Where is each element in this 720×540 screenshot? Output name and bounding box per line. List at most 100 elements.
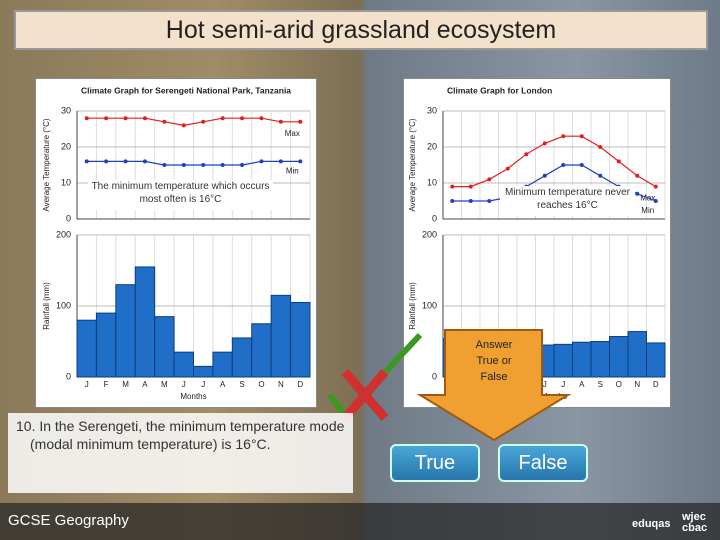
point <box>598 173 603 178</box>
y-tick-label: 20 <box>427 141 437 151</box>
y-axis-label: Average Temperature (°C) <box>408 118 417 212</box>
point <box>240 116 245 121</box>
bar <box>134 266 156 378</box>
y-tick-label: 200 <box>422 229 437 239</box>
point <box>104 116 109 121</box>
logo: eduqas <box>632 518 671 530</box>
bar <box>590 341 610 378</box>
x-tick-label: S <box>239 380 244 389</box>
bar <box>290 301 311 378</box>
chart-title: Climate Graph for London <box>447 85 552 95</box>
y-tick-label: 20 <box>61 141 71 151</box>
point <box>278 119 283 124</box>
x-tick-label: S <box>598 380 603 389</box>
bar <box>173 351 194 378</box>
point <box>84 159 89 164</box>
footer-text: GCSE Geography <box>8 512 129 529</box>
bar <box>627 331 647 378</box>
y-axis-label: Rainfall (mm) <box>42 282 51 330</box>
y-tick-label: 10 <box>61 177 71 187</box>
point <box>162 119 167 124</box>
x-tick-label: J <box>561 380 565 389</box>
callout: Minimum temperature never reaches 16°C <box>500 186 635 216</box>
bar <box>115 284 136 378</box>
point <box>181 163 186 167</box>
footer-bar <box>0 503 720 540</box>
false-button[interactable]: False <box>498 444 588 482</box>
point <box>240 163 245 167</box>
point <box>201 163 206 167</box>
x-tick-label: M <box>122 380 129 389</box>
y-axis-label: Rainfall (mm) <box>408 282 417 330</box>
bar <box>270 294 292 378</box>
y-axis-label: Average Temperature (°C) <box>42 118 51 212</box>
y-tick-label: 0 <box>66 213 71 223</box>
x-tick-label: F <box>104 380 109 389</box>
point <box>468 199 473 203</box>
line <box>86 117 301 127</box>
chart-title: Climate Graph for Serengeti National Par… <box>81 85 291 95</box>
point <box>561 134 566 139</box>
point <box>635 191 640 196</box>
point <box>598 145 603 149</box>
point <box>298 119 303 124</box>
true-button[interactable]: True <box>390 444 480 482</box>
question: 10. In the Serengeti, the minimum temper… <box>8 413 353 493</box>
x-tick-label: A <box>579 380 585 389</box>
point <box>542 141 547 146</box>
point <box>542 173 547 178</box>
point <box>259 116 264 121</box>
slide-title: Hot semi-arid grassland ecosystem <box>14 10 708 50</box>
y-tick-label: 0 <box>432 213 437 223</box>
line <box>452 135 657 188</box>
point <box>123 116 128 121</box>
bar <box>231 337 253 378</box>
y-tick-label: 100 <box>422 300 437 310</box>
arrow <box>416 329 572 442</box>
line <box>86 160 301 166</box>
y-tick-label: 0 <box>66 371 71 381</box>
x-tick-label: J <box>85 380 89 389</box>
bar <box>212 351 233 378</box>
point <box>142 159 147 164</box>
x-tick-label: D <box>653 380 659 389</box>
point <box>220 163 225 167</box>
x-tick-label: N <box>634 380 640 389</box>
y-tick-label: 100 <box>56 300 71 310</box>
bar <box>193 365 214 378</box>
y-tick-label: 200 <box>56 229 71 239</box>
point <box>616 159 621 164</box>
point <box>278 159 283 164</box>
y-tick-label: 30 <box>61 105 71 115</box>
point <box>104 159 109 164</box>
point <box>450 199 455 203</box>
point <box>298 159 303 164</box>
callout: The minimum temperature which occurs mos… <box>88 180 273 210</box>
point <box>201 119 206 124</box>
point <box>487 199 492 203</box>
y-tick-label: 10 <box>427 177 437 187</box>
point <box>142 116 147 121</box>
series-label: Min <box>286 167 299 176</box>
point <box>487 177 492 182</box>
point <box>181 123 186 128</box>
x-tick-label: N <box>278 380 284 389</box>
series-label: Max <box>285 129 300 138</box>
x-tick-label: A <box>220 380 226 389</box>
point <box>84 116 89 121</box>
point <box>561 163 566 167</box>
point <box>579 163 584 167</box>
bar <box>76 319 97 378</box>
x-tick-label: J <box>201 380 205 389</box>
point <box>162 163 167 167</box>
bar <box>646 342 666 378</box>
point <box>653 184 658 189</box>
x-tick-label: J <box>543 380 547 389</box>
x-tick-label: A <box>142 380 148 389</box>
point <box>220 116 225 121</box>
point <box>468 184 473 189</box>
point <box>123 159 128 164</box>
bar <box>95 312 117 378</box>
point <box>524 152 529 157</box>
